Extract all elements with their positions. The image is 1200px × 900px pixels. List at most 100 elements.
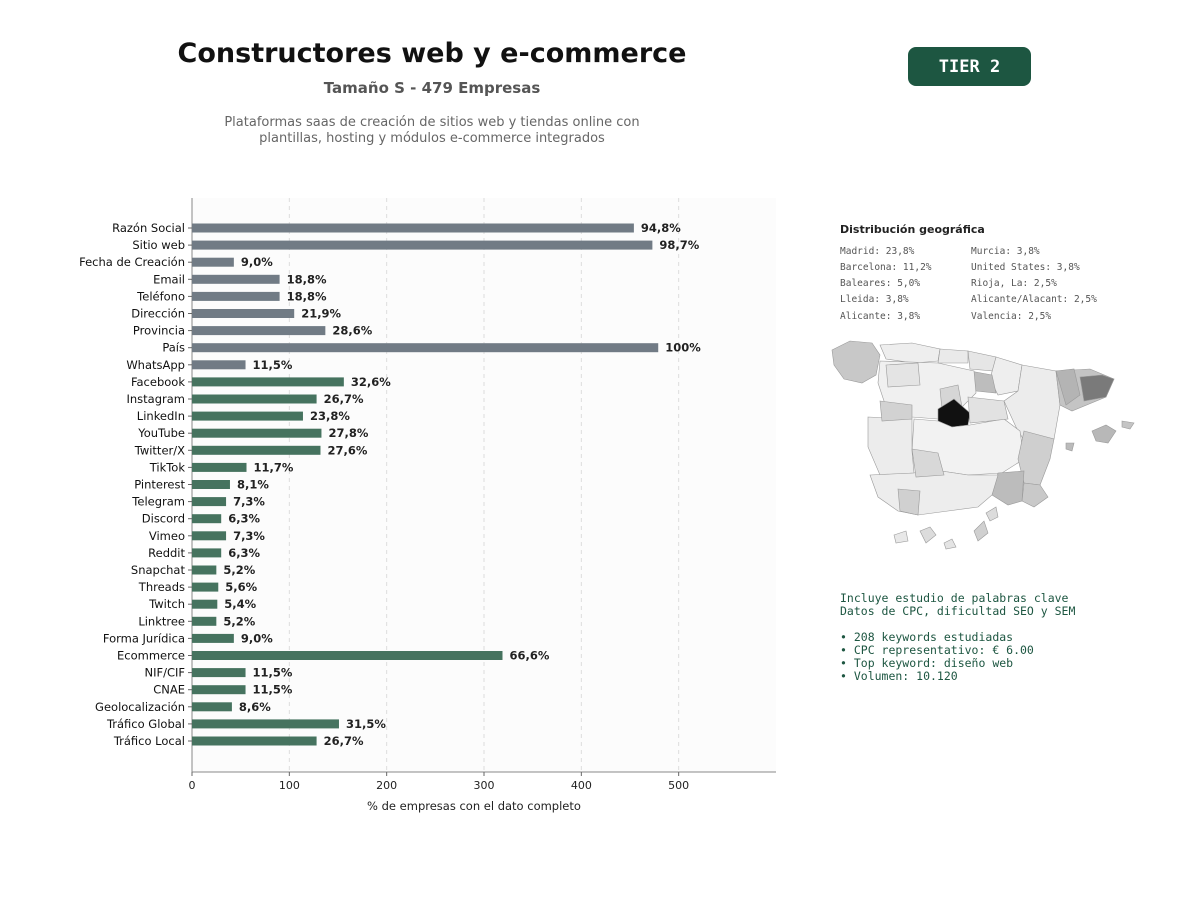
data-label: 94,8%: [641, 221, 681, 235]
keywords-bullet: • Top keyword: diseño web: [840, 656, 1014, 670]
bar: [192, 480, 230, 489]
bar: [192, 719, 339, 729]
bar: [192, 616, 217, 626]
map-region-leon: [885, 362, 921, 388]
category-label: WhatsApp: [126, 358, 185, 372]
bar: [192, 274, 280, 284]
map-region-canarias-4: [973, 520, 989, 542]
category-label: Fecha de Creación: [79, 255, 185, 269]
category-label: TikTok: [149, 460, 186, 474]
bar: [192, 651, 503, 660]
geo-item: Madrid: 23,8%: [840, 246, 915, 257]
spain-map: [831, 340, 1135, 550]
data-label: 5,6%: [225, 580, 257, 594]
geo-item: Valencia: 2,5%: [971, 311, 1052, 322]
bar: [192, 223, 634, 233]
bar: [192, 685, 246, 695]
category-label: Reddit: [148, 546, 185, 560]
plot-area: [192, 198, 776, 772]
geo-item: United States: 3,8%: [971, 262, 1080, 273]
category-label: Sitio web: [132, 238, 185, 252]
x-tick-label: 0: [189, 779, 196, 792]
category-label: Geolocalización: [95, 700, 185, 714]
data-label: 26,7%: [324, 734, 364, 748]
data-label: 6,3%: [228, 512, 260, 526]
bar-chart: 0 100 200 300 400 500 % de empresas con el dat…: [79, 198, 776, 813]
category-label: NIF/CIF: [144, 666, 185, 680]
category-label: Snapchat: [131, 563, 186, 577]
category-label: Forma Jurídica: [103, 631, 185, 645]
category-label: Email: [153, 272, 185, 286]
map-region-caceres: [879, 400, 913, 422]
x-axis-label: % de empresas con el dato completo: [367, 799, 581, 813]
keywords-line: Datos de CPC, dificultad SEO y SEM: [840, 604, 1076, 618]
category-label: Provincia: [133, 324, 185, 338]
description-line: plantillas, hosting y módulos e-commerce…: [259, 131, 605, 146]
map-region-guadalajara: [967, 396, 1009, 424]
bar: [192, 257, 234, 267]
map-region-menorca: [1121, 420, 1135, 430]
data-label: 66,6%: [509, 649, 549, 663]
data-label: 9,0%: [241, 255, 273, 269]
category-label: Teléfono: [136, 289, 185, 303]
bar: [192, 599, 218, 609]
geo-item: Murcia: 3,8%: [971, 246, 1040, 257]
geo-title: Distribución geográfica: [840, 223, 985, 236]
bar: [192, 411, 303, 421]
geo-item: Baleares: 5,0%: [840, 278, 921, 289]
bar: [192, 497, 227, 507]
data-label: 32,6%: [351, 375, 391, 389]
category-label: Twitch: [148, 597, 185, 611]
map-region-cadiz: [897, 488, 921, 516]
map-region-cantabria: [937, 348, 969, 364]
data-label: 23,8%: [310, 409, 350, 423]
data-label: 5,2%: [223, 614, 255, 628]
bar: [192, 343, 659, 353]
data-label: 8,1%: [237, 478, 269, 492]
map-region-barcelona: [1079, 374, 1115, 402]
data-label: 98,7%: [659, 238, 699, 252]
x-tick-label: 300: [474, 779, 495, 792]
data-label: 28,6%: [332, 324, 372, 338]
bar: [192, 291, 280, 301]
map-region-alicante: [1021, 482, 1049, 508]
map-region-lleida: [1055, 368, 1081, 406]
map-region-canarias-3: [943, 538, 957, 550]
map-region-canarias-2: [919, 526, 937, 544]
category-label: Linktree: [138, 614, 185, 628]
data-label: 7,3%: [233, 495, 265, 509]
geo-item: Lleida: 3,8%: [840, 294, 909, 305]
bar: [192, 462, 247, 472]
x-tick-label: 400: [571, 779, 592, 792]
map-region-ibiza: [1065, 442, 1075, 452]
map-region-canarias-5: [985, 506, 999, 522]
bar: [192, 309, 295, 318]
data-label: 9,0%: [241, 631, 273, 645]
bar: [192, 565, 217, 575]
geo-item: Alicante/Alacant: 2,5%: [971, 294, 1097, 305]
map-region-canarias-1: [893, 530, 909, 544]
bar: [192, 702, 232, 712]
category-label: Ecommerce: [117, 649, 185, 663]
keywords-bullet: • CPC representativo: € 6.00: [840, 643, 1034, 657]
data-label: 5,4%: [224, 597, 256, 611]
map-region-pais-vasco: [967, 350, 997, 372]
bar: [192, 240, 653, 250]
category-label: Tráfico Local: [113, 734, 185, 748]
keywords-line: Incluye estudio de palabras clave: [840, 591, 1069, 605]
map-region-galicia: [831, 340, 881, 384]
page-subtitle: Tamaño S - 479 Empresas: [323, 79, 541, 97]
data-label: 31,5%: [346, 717, 386, 731]
category-label: Tráfico Global: [106, 717, 185, 731]
bar: [192, 668, 246, 678]
keywords-panel: Incluye estudio de palabras clave Datos …: [840, 592, 1075, 683]
bar: [192, 445, 321, 455]
category-label: Dirección: [131, 307, 185, 321]
data-label: 21,9%: [301, 307, 341, 321]
bar: [192, 633, 234, 643]
data-label: 18,8%: [287, 289, 327, 303]
map-region-cordoba: [911, 448, 945, 478]
data-label: 11,7%: [254, 460, 294, 474]
bar: [192, 736, 317, 746]
page-title: Constructores web y e-commerce: [177, 38, 687, 69]
